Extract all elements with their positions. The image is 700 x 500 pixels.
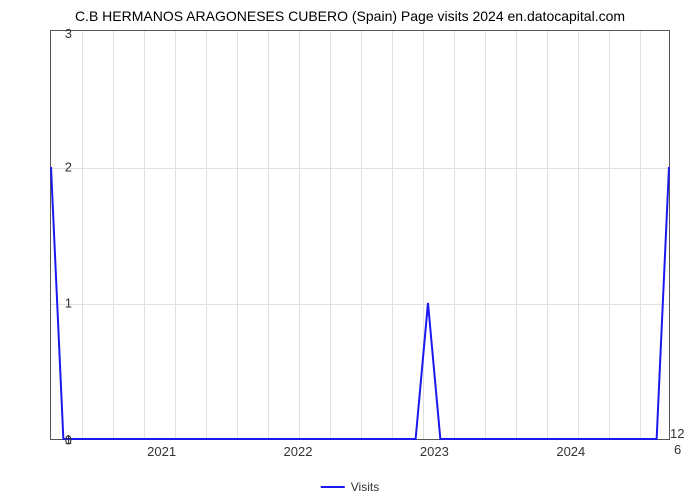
chart-title: C.B HERMANOS ARAGONESES CUBERO (Spain) P… [0, 0, 700, 28]
x-tick-label: 2021 [147, 444, 176, 459]
x-axis-end-lower-label: 6 [674, 442, 681, 457]
x-tick-label: 2024 [556, 444, 585, 459]
plot-area [50, 30, 670, 440]
y-tick-label: 2 [65, 159, 72, 174]
x-tick-label: 2022 [284, 444, 313, 459]
legend-swatch [321, 486, 345, 488]
y-tick-label: 1 [65, 296, 72, 311]
y-axis-top-label: 3 [65, 26, 72, 41]
legend: Visits [321, 480, 379, 494]
x-tick-label: 2023 [420, 444, 449, 459]
visits-line-series [51, 31, 669, 439]
chart-container: C.B HERMANOS ARAGONESES CUBERO (Spain) P… [0, 0, 700, 500]
y-tick-label: 0 [65, 433, 72, 448]
x-axis-end-upper-label: 12 [670, 426, 684, 441]
legend-label: Visits [351, 480, 379, 494]
